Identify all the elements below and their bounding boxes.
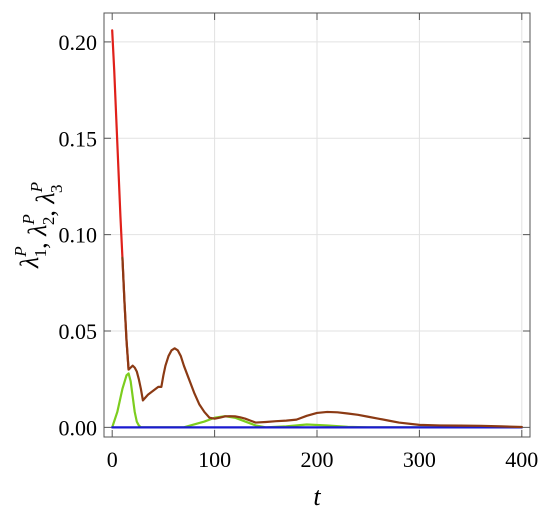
- x-tick-label-2: 200: [301, 447, 334, 472]
- y-tick-label-4: 0.20: [59, 30, 98, 55]
- y-label-superscript: P: [19, 214, 38, 225]
- x-axis-label: t: [313, 482, 321, 511]
- series-line-0: [111, 372, 523, 429]
- y-label-superscript: P: [11, 246, 30, 257]
- x-tick-label-4: 400: [505, 447, 538, 472]
- y-label-symbol: λ: [23, 225, 52, 237]
- y-label-subscript: 2: [39, 217, 58, 226]
- y-tick-label-3: 0.15: [59, 126, 98, 151]
- x-tick-label-3: 300: [403, 447, 436, 472]
- y-label-separator: ,: [23, 236, 52, 249]
- y-label-superscript: P: [27, 182, 46, 193]
- y-tick-label-1: 0.05: [59, 319, 98, 344]
- series-line-3: [121, 256, 523, 429]
- x-tick-label-1: 100: [198, 447, 231, 472]
- y-axis-label: λP1, λP2, λP3: [11, 182, 66, 269]
- y-tick-label-2: 0.10: [59, 223, 98, 248]
- y-label-separator: ,: [31, 204, 60, 217]
- x-axis-ticks: 0 100 200 300 400: [107, 13, 538, 472]
- y-axis-ticks: 0.00 0.05 0.10 0.15 0.20: [59, 30, 530, 440]
- x-tick-label-0: 0: [107, 447, 118, 472]
- y-label-symbol: λ: [31, 192, 60, 204]
- y-label-symbol: λ: [15, 257, 44, 269]
- y-tick-label-0: 0.00: [59, 415, 98, 440]
- y-label-subscript: 1: [31, 249, 50, 258]
- series-lines: [111, 29, 523, 429]
- y-label-subscript: 3: [47, 185, 66, 194]
- grid-lines: [104, 13, 530, 437]
